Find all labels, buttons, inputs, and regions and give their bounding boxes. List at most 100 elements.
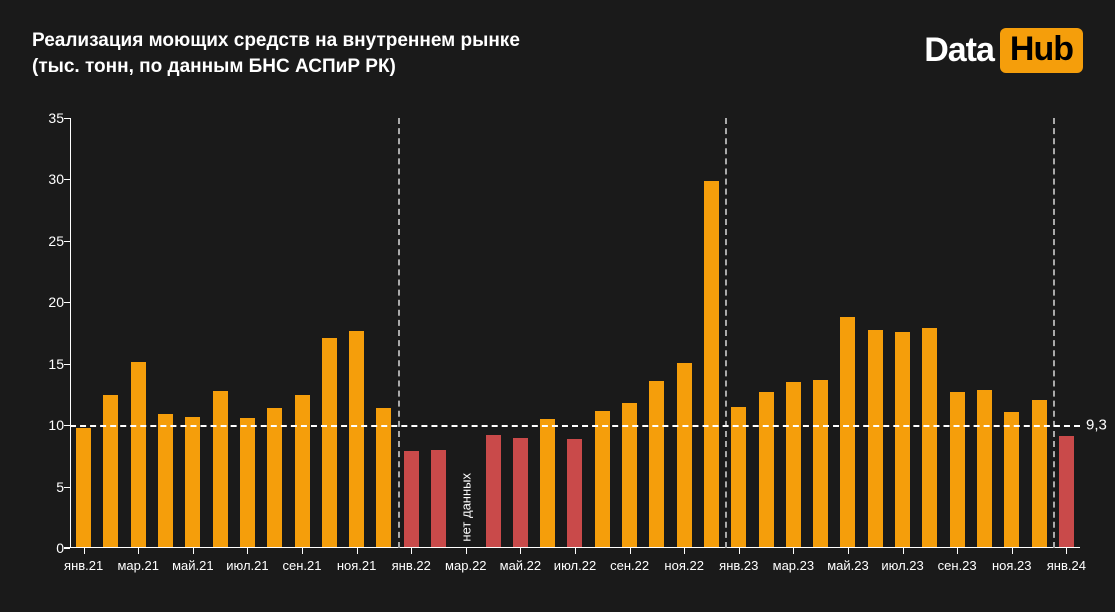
x-tick-label: янв.21 xyxy=(64,558,103,573)
x-tick-mark xyxy=(247,548,248,554)
x-tick-label: май.21 xyxy=(172,558,214,573)
x-tick-label: мар.23 xyxy=(773,558,814,573)
bar xyxy=(267,408,282,547)
x-tick-mark xyxy=(193,548,194,554)
y-tick-mark xyxy=(64,302,70,303)
year-divider xyxy=(398,118,400,548)
bar xyxy=(977,390,992,547)
plot-area: 05101520253035нет данных9,3янв.21мар.21м… xyxy=(70,118,1080,548)
x-tick-label: июл.23 xyxy=(881,558,923,573)
x-tick-label: сен.21 xyxy=(283,558,322,573)
x-tick-label: май.23 xyxy=(827,558,869,573)
y-tick-mark xyxy=(64,118,70,119)
x-tick-mark xyxy=(1066,548,1067,554)
x-tick-mark xyxy=(138,548,139,554)
bar xyxy=(868,330,883,547)
y-tick-label: 15 xyxy=(36,356,64,372)
x-tick-label: янв.22 xyxy=(392,558,431,573)
x-tick-mark xyxy=(957,548,958,554)
bar xyxy=(731,407,746,547)
bar xyxy=(404,451,419,547)
bar xyxy=(103,395,118,547)
bar xyxy=(759,392,774,547)
bar xyxy=(158,414,173,547)
x-tick-label: ноя.21 xyxy=(337,558,377,573)
bar xyxy=(213,391,228,547)
x-tick-mark xyxy=(357,548,358,554)
bar xyxy=(704,181,719,547)
chart-header: Реализация моющих средств на внутреннем … xyxy=(32,28,1083,79)
reference-line xyxy=(70,425,1080,427)
bar xyxy=(595,411,610,547)
bar xyxy=(950,392,965,547)
bar xyxy=(76,428,91,547)
bar-chart: 05101520253035нет данных9,3янв.21мар.21м… xyxy=(70,118,1080,548)
y-tick-mark xyxy=(64,364,70,365)
bar xyxy=(649,381,664,547)
x-tick-mark xyxy=(302,548,303,554)
bar xyxy=(840,317,855,547)
x-tick-mark xyxy=(848,548,849,554)
bar xyxy=(786,382,801,547)
y-tick-label: 35 xyxy=(36,110,64,126)
x-tick-mark xyxy=(411,548,412,554)
chart-title-line2: (тыс. тонн, по данным БНС АСПиР РК) xyxy=(32,54,520,80)
bar xyxy=(295,395,310,547)
x-tick-label: янв.24 xyxy=(1047,558,1086,573)
x-tick-mark xyxy=(520,548,521,554)
y-tick-label: 30 xyxy=(36,171,64,187)
x-tick-label: мар.22 xyxy=(445,558,486,573)
x-tick-label: июл.21 xyxy=(226,558,268,573)
year-divider xyxy=(1053,118,1055,548)
x-tick-label: мар.21 xyxy=(117,558,158,573)
bar xyxy=(431,450,446,547)
y-tick-label: 25 xyxy=(36,233,64,249)
logo-text-a: Data xyxy=(924,31,994,70)
bar xyxy=(240,418,255,547)
bar xyxy=(567,439,582,547)
bar xyxy=(677,363,692,547)
bar xyxy=(1032,400,1047,547)
bar xyxy=(922,328,937,547)
bar xyxy=(486,435,501,547)
x-tick-label: ноя.23 xyxy=(992,558,1032,573)
x-tick-mark xyxy=(684,548,685,554)
y-tick-label: 0 xyxy=(36,540,64,556)
y-tick-mark xyxy=(64,179,70,180)
x-tick-label: янв.23 xyxy=(719,558,758,573)
x-tick-mark xyxy=(903,548,904,554)
x-tick-mark xyxy=(575,548,576,554)
year-divider xyxy=(725,118,727,548)
x-tick-label: сен.23 xyxy=(938,558,977,573)
bar xyxy=(540,419,555,547)
bar xyxy=(813,380,828,547)
bar xyxy=(376,408,391,547)
y-tick-label: 20 xyxy=(36,294,64,310)
bar xyxy=(1059,436,1074,547)
bar xyxy=(185,417,200,547)
x-tick-label: июл.22 xyxy=(554,558,596,573)
bar xyxy=(895,332,910,547)
x-tick-mark xyxy=(793,548,794,554)
x-tick-mark xyxy=(739,548,740,554)
no-data-label: нет данных xyxy=(458,473,473,542)
y-tick-mark xyxy=(64,241,70,242)
bar xyxy=(322,338,337,547)
y-tick-label: 10 xyxy=(36,417,64,433)
reference-line-label: 9,3 xyxy=(1086,417,1107,434)
x-tick-mark xyxy=(466,548,467,554)
x-tick-label: сен.22 xyxy=(610,558,649,573)
bar xyxy=(513,438,528,547)
y-tick-mark xyxy=(64,548,70,549)
bar xyxy=(1004,412,1019,547)
y-axis xyxy=(70,118,71,548)
x-tick-mark xyxy=(630,548,631,554)
logo-text-b: Hub xyxy=(1000,28,1083,73)
bar xyxy=(349,331,364,547)
logo: Data Hub xyxy=(924,28,1083,73)
chart-title-block: Реализация моющих средств на внутреннем … xyxy=(32,28,520,79)
chart-title-line1: Реализация моющих средств на внутреннем … xyxy=(32,28,520,54)
x-tick-label: ноя.22 xyxy=(664,558,704,573)
y-tick-mark xyxy=(64,487,70,488)
y-tick-label: 5 xyxy=(36,479,64,495)
